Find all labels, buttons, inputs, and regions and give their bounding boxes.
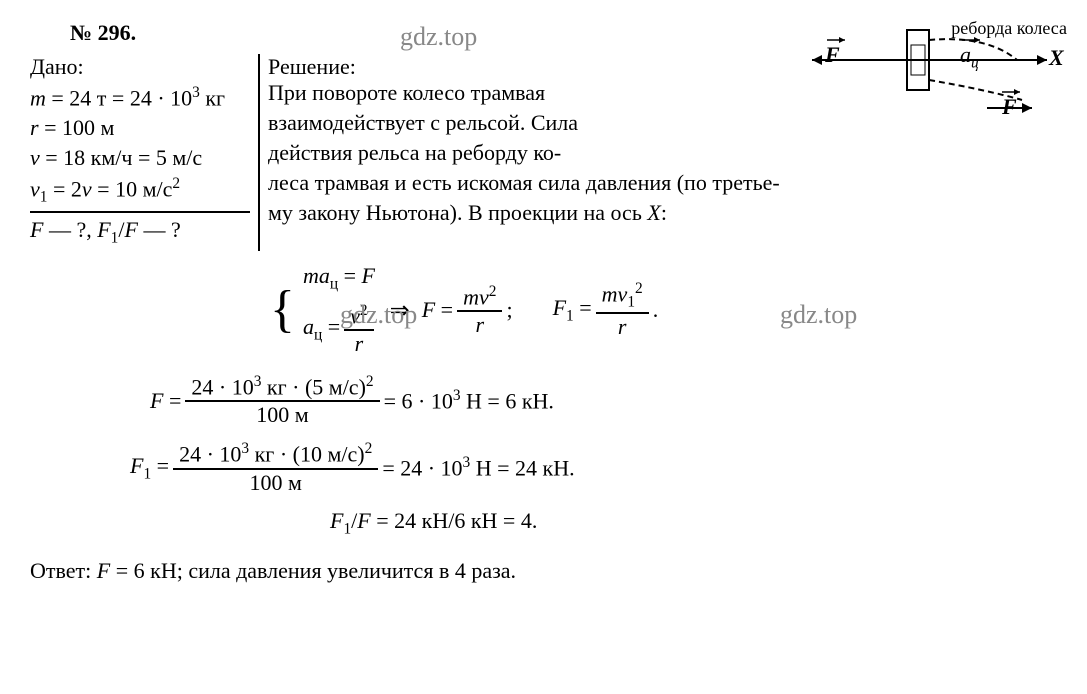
given-line-1: m = 24 т = 24 · 103 кг — [30, 84, 250, 111]
given-find: F — ?, F1/F — ? — [30, 211, 250, 247]
calc-F: F = 24 · 103 кг · (5 м/с)2 100 м = 6 · 1… — [150, 373, 1057, 428]
diagram-a: aц — [960, 42, 979, 72]
F1-equation: F1 = mv12 r . — [553, 280, 659, 340]
answer: Ответ: F = 6 кН; сила давления увеличитс… — [30, 558, 1057, 584]
diagram-X: X — [1049, 45, 1064, 71]
watermark-2: gdz.top — [340, 300, 417, 330]
given-line-4: v1 = 2v = 10 м/с2 — [30, 175, 250, 207]
watermark-3: gdz.top — [780, 300, 857, 330]
given-title: Дано: — [30, 54, 250, 80]
F-equation: F = mv2 r ; — [422, 283, 513, 338]
brace-icon: { — [270, 284, 295, 336]
watermark-1: gdz.top — [400, 22, 477, 52]
given-column: Дано: m = 24 т = 24 · 103 кг r = 100 м v… — [30, 54, 260, 251]
wheel-diagram: реборда колеса F aц X F — [807, 20, 1067, 130]
given-line-2: r = 100 м — [30, 115, 250, 141]
solution-line-3: действия рельса на реборду ко- — [268, 140, 1057, 166]
given-line-3: v = 18 км/ч = 5 м/с — [30, 145, 250, 171]
eq-1: maц = F — [303, 263, 378, 293]
solution-line-5: му закону Ньютона). В проекции на ось X: — [268, 200, 1057, 226]
solution-line-4: леса трамвая и есть искомая сила давлени… — [268, 170, 1057, 196]
solution-title: Решение: — [268, 54, 356, 79]
diagram-label: реборда колеса — [951, 18, 1067, 39]
diagram-F-left: F — [825, 42, 840, 68]
diagram-F-right: F — [1002, 94, 1017, 120]
calc-ratio: F1/F = 24 кН/6 кН = 4. — [330, 508, 1057, 538]
calc-F1: F1 = 24 · 103 кг · (10 м/с)2 100 м = 24 … — [130, 440, 1057, 495]
